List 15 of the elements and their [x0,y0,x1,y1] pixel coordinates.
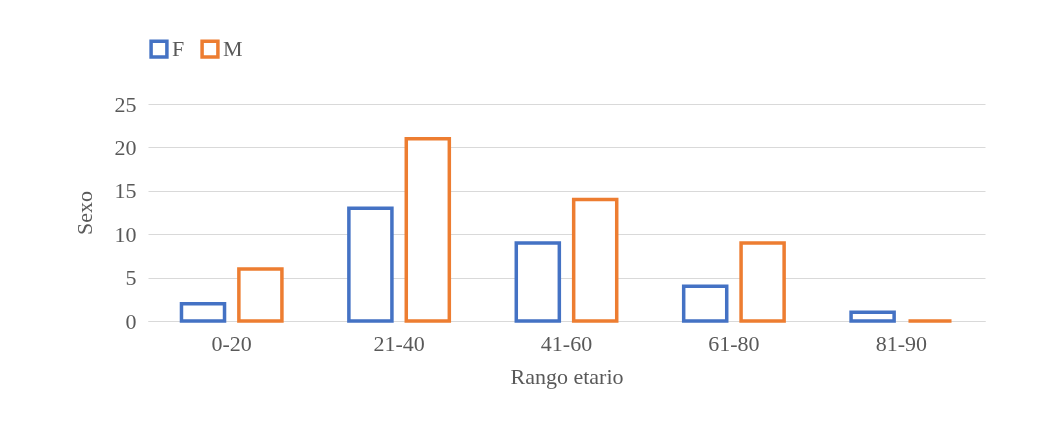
x-axis-title: Rango etario [510,363,624,389]
y-tick-label: 0 [125,308,137,334]
y-tick-label: 15 [114,178,137,204]
y-tick-label: 20 [114,134,137,160]
y-axis-title: Sexo [71,191,97,235]
legend-label: F [172,36,185,62]
y-tick-label: 25 [114,91,137,117]
x-tick-label: 0-20 [211,330,252,356]
legend-label: M [223,36,243,62]
x-tick-label: 41-60 [540,330,593,356]
x-tick-label: 21-40 [373,330,425,356]
x-tick-label: 61-80 [708,330,760,356]
y-tick-label: 5 [125,265,137,291]
y-tick-label: 10 [114,221,137,247]
x-tick-label: 81-90 [875,330,927,356]
